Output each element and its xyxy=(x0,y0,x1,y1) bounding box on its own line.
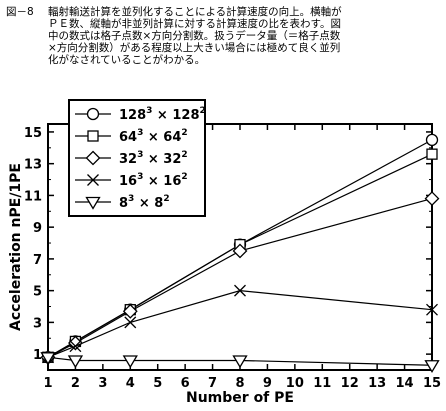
caption-line-5: 化がなされていることがわかる。 xyxy=(48,54,206,66)
y-tick-label: 9 xyxy=(33,221,42,236)
legend-marker-square xyxy=(87,130,99,142)
data-point-x xyxy=(69,340,82,353)
x-tick-label: 8 xyxy=(235,376,244,391)
legend-label-2: 643 × 642 xyxy=(119,128,188,145)
x-tick-label: 10 xyxy=(286,376,304,391)
data-point-triangle-down xyxy=(40,352,56,366)
y-tick-label: 5 xyxy=(33,285,42,300)
x-tick-label: 3 xyxy=(98,376,107,391)
legend-marker-x xyxy=(87,174,99,186)
x-tick-label: 15 xyxy=(423,376,441,391)
x-tick-label: 6 xyxy=(181,376,190,391)
data-point-triangle-down xyxy=(232,355,248,369)
caption-line-2: ＰＥ数、縦軸が非並列計算に対する計算速度の比を表わす。図 xyxy=(48,18,341,30)
data-point-triangle-down xyxy=(67,355,84,369)
series-3 xyxy=(40,191,440,365)
x-tick-label: 12 xyxy=(341,376,359,391)
series-4 xyxy=(42,284,438,364)
data-point-triangle-down xyxy=(424,360,440,374)
caption-line-3: 中の数式は格子点数×方向分割数。扱うデータ量（＝格子点数 xyxy=(48,30,341,42)
x-tick-label: 4 xyxy=(126,376,135,391)
data-point-diamond xyxy=(232,243,248,259)
legend-marker-triangle-down xyxy=(85,196,101,210)
figure-caption: 図－8 輻射輸送計算を並列化することによる計算速度の向上。横軸が ＰＥ数、縦軸が非… xyxy=(6,6,442,66)
y-tick-label: 13 xyxy=(24,158,42,173)
caption-text-1: 輻射輸送計算を並列化することによる計算速度の向上。横軸が xyxy=(48,6,342,18)
series-5 xyxy=(40,352,440,374)
x-tick-label: 11 xyxy=(313,376,331,391)
legend: 1283 × 1282 643 × 642 323 × 322 163 × 162 83… xyxy=(68,99,206,217)
x-tick-label: 1 xyxy=(43,376,52,391)
data-point-diamond xyxy=(122,303,138,319)
y-tick-label: 7 xyxy=(33,253,42,268)
x-tick-label: 14 xyxy=(396,376,414,391)
legend-label-3: 323 × 322 xyxy=(119,150,188,167)
legend-label-5: 83 × 82 xyxy=(119,194,170,211)
x-tick-label: 7 xyxy=(208,376,217,391)
data-point-diamond xyxy=(68,335,83,351)
caption-line-4: ×方向分割数）がある程度以上大きい場合には極めて良く並列 xyxy=(48,42,341,54)
x-tick-label: 2 xyxy=(71,376,80,391)
data-point-x xyxy=(234,284,246,297)
y-tick-label: 11 xyxy=(24,189,42,204)
x-tick-label: 13 xyxy=(368,376,386,391)
figure-label: 図－8 xyxy=(6,6,34,18)
y-tick-label: 1 xyxy=(33,348,42,363)
legend-marker-circle xyxy=(86,107,100,121)
x-tick-label: 9 xyxy=(263,376,272,391)
legend-marker-diamond xyxy=(85,150,101,166)
caption-line-1: 図－8 輻射輸送計算を並列化することによる計算速度の向上。横軸が xyxy=(6,6,442,18)
x-tick-label: 5 xyxy=(153,376,162,391)
data-point-x xyxy=(124,316,137,329)
data-point-circle xyxy=(425,133,439,147)
y-tick-label: 15 xyxy=(24,126,42,141)
y-axis-title: Acceleration nPE/1PE xyxy=(8,163,24,331)
legend-label-1: 1283 × 1282 xyxy=(119,106,206,123)
data-point-diamond xyxy=(424,191,440,207)
data-point-triangle-down xyxy=(122,355,138,369)
legend-label-4: 163 × 162 xyxy=(119,172,188,189)
y-tick-label: 3 xyxy=(33,316,42,331)
x-axis-title: Number of PE xyxy=(186,390,294,406)
data-point-square xyxy=(426,148,438,160)
data-point-x xyxy=(426,303,438,316)
